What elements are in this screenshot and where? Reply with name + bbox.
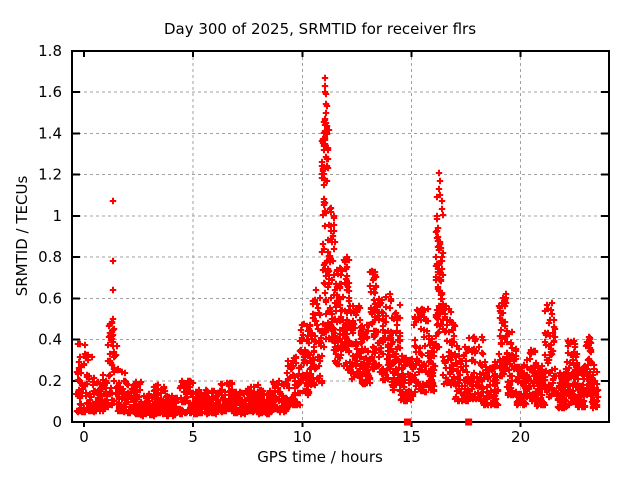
y-tick-label: 0.6 (38, 289, 62, 307)
x-tick-label: 10 (293, 428, 312, 446)
axis-square-marker (465, 418, 473, 426)
y-tick-label: 1 (52, 207, 62, 225)
x-axis-label: GPS time / hours (257, 448, 383, 466)
x-tick-label: 5 (188, 428, 198, 446)
plot-frame (71, 50, 610, 423)
axis-square-marker (404, 418, 412, 426)
x-tick-label: 15 (402, 428, 421, 446)
y-tick-label: 1.8 (38, 42, 62, 60)
y-tick-label: 0.8 (38, 248, 62, 266)
y-tick-label: 0.2 (38, 372, 62, 390)
x-tick-label: 20 (511, 428, 530, 446)
axis-ticks (72, 50, 609, 427)
y-tick-label: 0.4 (38, 331, 62, 349)
y-tick-label: 1.6 (38, 83, 62, 101)
x-tick-label: 0 (79, 428, 89, 446)
y-tick-label: 0 (52, 413, 62, 431)
scatter-points (72, 74, 602, 420)
chart-title: Day 300 of 2025, SRMTID for receiver flr… (163, 20, 477, 38)
y-tick-label: 1.2 (38, 166, 62, 184)
y-tick-label: 1.4 (38, 124, 62, 142)
